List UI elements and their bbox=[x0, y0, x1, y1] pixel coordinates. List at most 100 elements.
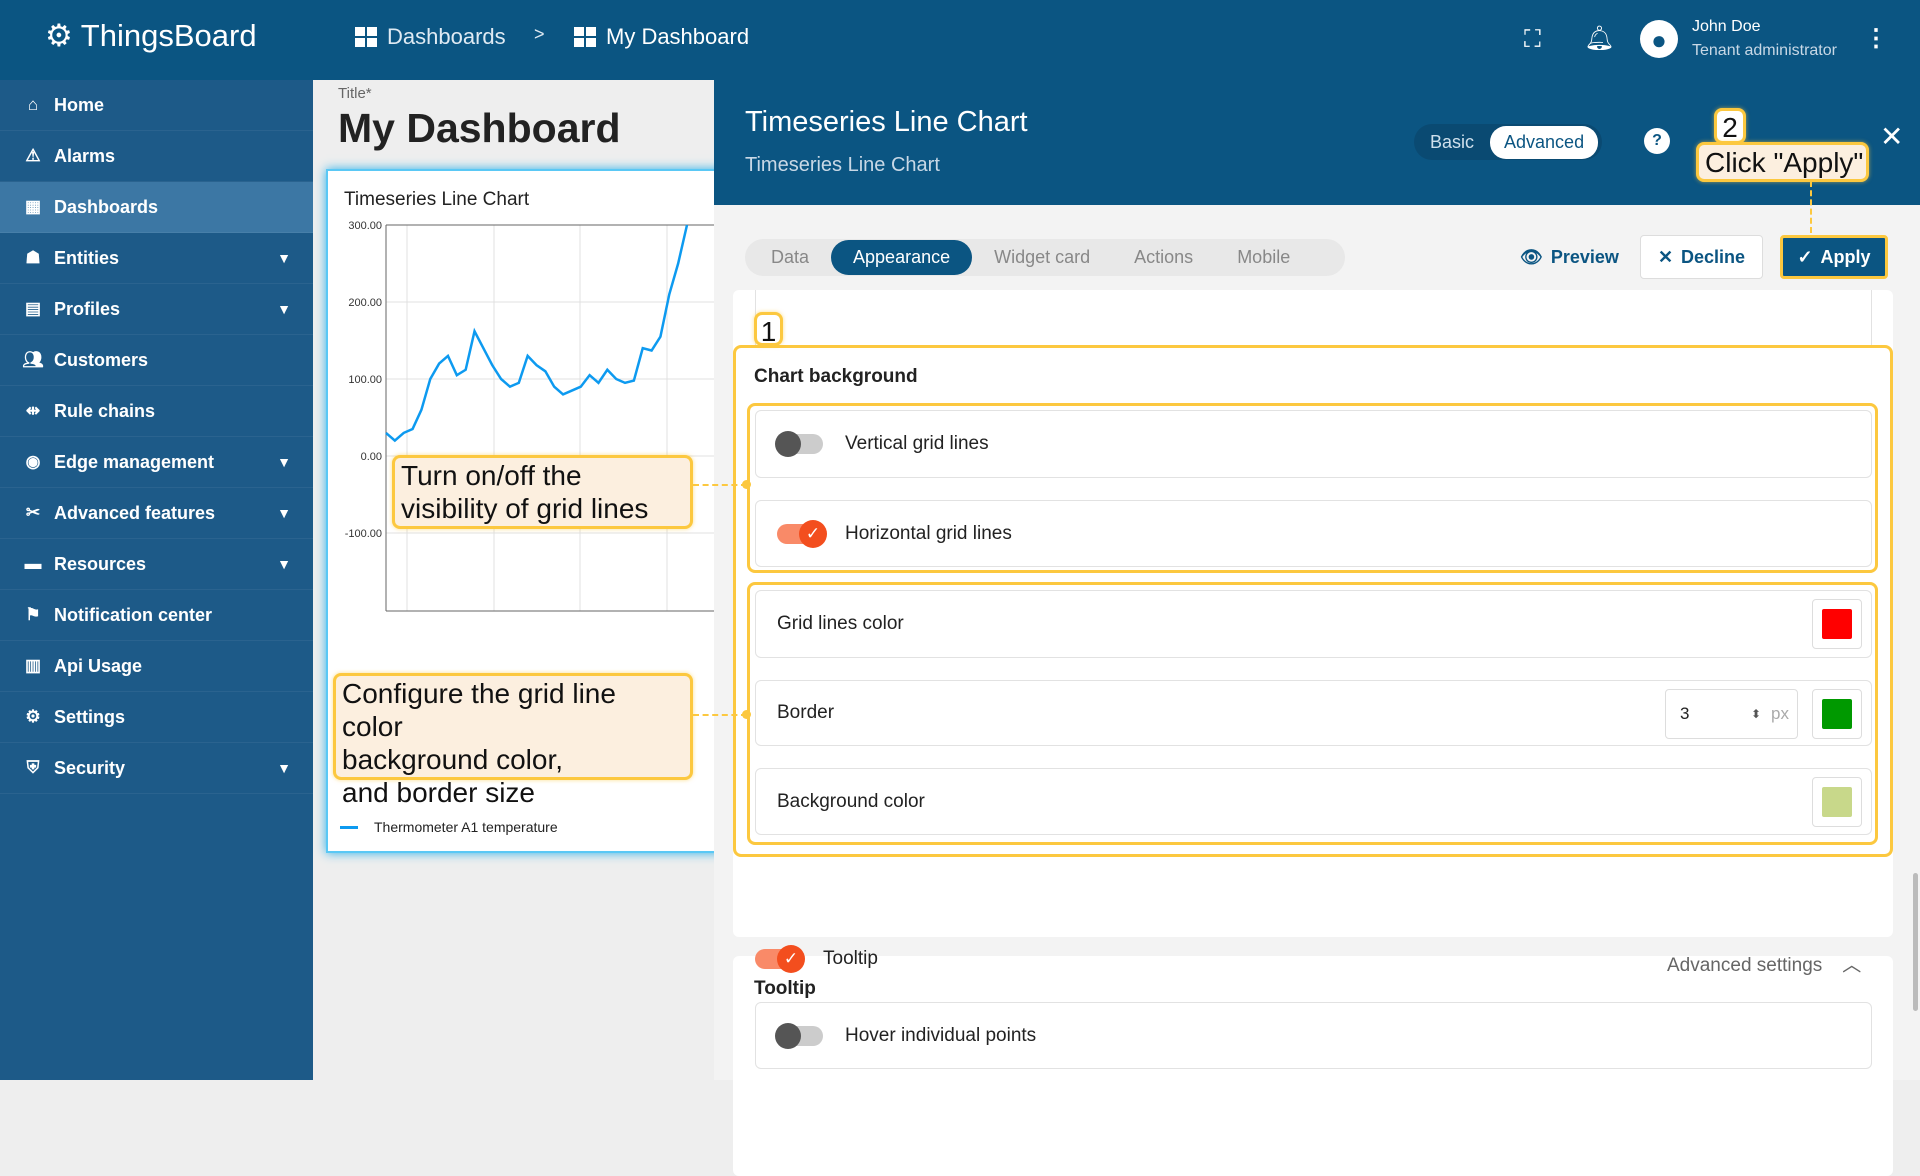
edge-icon: ◉ bbox=[22, 452, 44, 472]
sidebar-item-api-usage[interactable]: ▥ Api Usage bbox=[0, 641, 313, 692]
tab-actions[interactable]: Actions bbox=[1112, 240, 1215, 275]
y-tick-label: 300.00 bbox=[348, 220, 382, 232]
chevron-down-icon[interactable]: ▼ bbox=[277, 250, 291, 266]
logo[interactable]: ⚙ThingsBoard bbox=[45, 18, 257, 54]
apply-button[interactable]: ✓Apply bbox=[1780, 235, 1888, 279]
sidebar-item-security[interactable]: ⛨Security▼ bbox=[0, 743, 313, 794]
sidebar: ⌂ Home ⚠ Alarms ▦ Dashboards ☗Entities▼ ▤ Profil… bbox=[0, 80, 313, 1080]
connector bbox=[1810, 181, 1812, 233]
sidebar-item-customers[interactable]: 👥︎Customers bbox=[0, 335, 313, 386]
hover-points-toggle[interactable] bbox=[777, 1026, 823, 1046]
home-icon: ⌂ bbox=[22, 95, 44, 115]
entities-icon: ☗ bbox=[22, 248, 44, 268]
sidebar-item-label: Dashboards bbox=[54, 197, 158, 218]
chevron-down-icon[interactable]: ▼ bbox=[277, 454, 291, 470]
chevron-down-icon[interactable]: ▼ bbox=[277, 760, 291, 776]
tooltip-heading: Tooltip bbox=[754, 978, 816, 1000]
fullscreen-icon[interactable]: ⛶ bbox=[1524, 26, 1541, 54]
highlight-color-settings bbox=[747, 582, 1878, 845]
bell-icon[interactable]: 🔔︎ bbox=[1584, 24, 1614, 53]
tools-icon: ✂ bbox=[22, 503, 44, 523]
tab-data[interactable]: Data bbox=[749, 240, 831, 275]
sidebar-item-resources[interactable]: ▬ Resources ▼ bbox=[0, 539, 313, 590]
sidebar-item-entities[interactable]: ☗Entities▼ bbox=[0, 233, 313, 284]
gear-icon: ⚙ bbox=[22, 707, 44, 727]
avatar[interactable]: ● bbox=[1640, 20, 1678, 58]
sidebar-item-label: Notification center bbox=[54, 605, 212, 626]
sidebar-item-label: Security bbox=[54, 758, 125, 779]
connector bbox=[693, 484, 747, 486]
chevron-down-icon[interactable]: ▼ bbox=[277, 301, 291, 317]
logo-icon: ⚙ bbox=[45, 18, 73, 54]
y-tick-label: -100.00 bbox=[345, 528, 382, 540]
breadcrumb-my-dashboard[interactable]: My Dashboard bbox=[574, 24, 749, 50]
tab-appearance[interactable]: Appearance bbox=[831, 240, 972, 275]
eye-icon: 👁︎ bbox=[1520, 247, 1543, 268]
customers-icon: 👥︎ bbox=[22, 350, 44, 370]
close-icon[interactable]: ✕ bbox=[1880, 120, 1903, 153]
sidebar-item-label: Api Usage bbox=[54, 656, 142, 677]
sidebar-item-label: Profiles bbox=[54, 299, 120, 320]
tab-widget-card[interactable]: Widget card bbox=[972, 240, 1112, 275]
sidebar-item-edge-management[interactable]: ◉ Edge management ▼ bbox=[0, 437, 313, 488]
profiles-icon: ▤ bbox=[22, 299, 44, 319]
more-menu-icon[interactable]: ⋮ bbox=[1864, 24, 1888, 53]
sidebar-item-advanced-features[interactable]: ✂ Advanced features ▼ bbox=[0, 488, 313, 539]
mode-advanced[interactable]: Advanced bbox=[1490, 126, 1598, 159]
sidebar-item-alarms[interactable]: ⚠ Alarms bbox=[0, 131, 313, 182]
panel-subtitle: Timeseries Line Chart bbox=[745, 154, 940, 177]
sidebar-item-label: Rule chains bbox=[54, 401, 155, 422]
sidebar-item-profiles[interactable]: ▤ Profiles ▼ bbox=[0, 284, 313, 335]
sidebar-item-label: Edge management bbox=[54, 452, 214, 473]
step-1-badge: 1 bbox=[754, 312, 783, 346]
notification-icon: ⚑ bbox=[22, 605, 44, 625]
sidebar-item-label: Alarms bbox=[54, 146, 115, 167]
sidebar-item-label: Resources bbox=[54, 554, 146, 575]
sidebar-item-label: Home bbox=[54, 95, 104, 116]
sidebar-item-rule-chains[interactable]: ⇹ Rule chains bbox=[0, 386, 313, 437]
top-bar: ⚙ThingsBoard Dashboards > My Dashboard ⛶… bbox=[0, 0, 1920, 80]
x-icon: ✕ bbox=[1658, 247, 1673, 268]
sidebar-item-label: Advanced features bbox=[54, 503, 215, 524]
user-name: John Doe bbox=[1692, 18, 1761, 36]
dashboard-icon: ▦ bbox=[22, 197, 44, 217]
folder-icon: ▬ bbox=[22, 554, 44, 574]
panel-title: Timeseries Line Chart bbox=[745, 106, 1028, 139]
decline-button[interactable]: ✕Decline bbox=[1640, 235, 1763, 279]
tooltip-row: ✓Tooltip bbox=[755, 948, 878, 970]
mode-basic[interactable]: Basic bbox=[1414, 132, 1490, 153]
highlight-grid-toggles bbox=[747, 403, 1878, 573]
breadcrumb-dashboards[interactable]: Dashboards bbox=[355, 24, 506, 50]
y-tick-label: 200.00 bbox=[348, 297, 382, 309]
check-icon: ✓ bbox=[777, 945, 805, 973]
series-line bbox=[386, 225, 687, 441]
dashboard-icon bbox=[355, 27, 377, 47]
sidebar-item-label: Settings bbox=[54, 707, 125, 728]
connector bbox=[693, 714, 747, 716]
scrollbar[interactable] bbox=[1913, 873, 1918, 1011]
sidebar-item-settings[interactable]: ⚙ Settings bbox=[0, 692, 313, 743]
preview-button[interactable]: 👁︎Preview bbox=[1520, 237, 1619, 277]
chevron-up-icon: ︿ bbox=[1842, 955, 1861, 976]
check-icon: ✓ bbox=[1797, 247, 1812, 268]
tab-mobile[interactable]: Mobile bbox=[1215, 240, 1312, 275]
help-icon[interactable]: ? bbox=[1644, 128, 1670, 154]
y-tick-label: 100.00 bbox=[348, 374, 382, 386]
connector-dot bbox=[742, 710, 751, 719]
step-2-badge: 2 bbox=[1714, 108, 1746, 144]
callout-grid-visibility: Turn on/off the visibility of grid lines bbox=[392, 455, 693, 529]
dashboard-area: Title* My Dashboard Timeseries Line Char… bbox=[313, 80, 714, 1080]
chart-icon: ▥ bbox=[22, 656, 44, 676]
rule-chains-icon: ⇹ bbox=[22, 401, 44, 421]
warning-icon: ⚠ bbox=[22, 146, 44, 166]
chevron-down-icon[interactable]: ▼ bbox=[277, 505, 291, 521]
sidebar-item-dashboards[interactable]: ▦ Dashboards bbox=[0, 182, 313, 233]
hover-points-row: Hover individual points bbox=[755, 1002, 1872, 1069]
sidebar-item-notification-center[interactable]: ⚑ Notification center bbox=[0, 590, 313, 641]
chevron-down-icon[interactable]: ▼ bbox=[277, 556, 291, 572]
advanced-settings-toggle[interactable]: Advanced settings︿ bbox=[1667, 950, 1861, 977]
sidebar-item-home[interactable]: ⌂ Home bbox=[0, 80, 313, 131]
tooltip-toggle[interactable]: ✓ bbox=[755, 949, 801, 969]
